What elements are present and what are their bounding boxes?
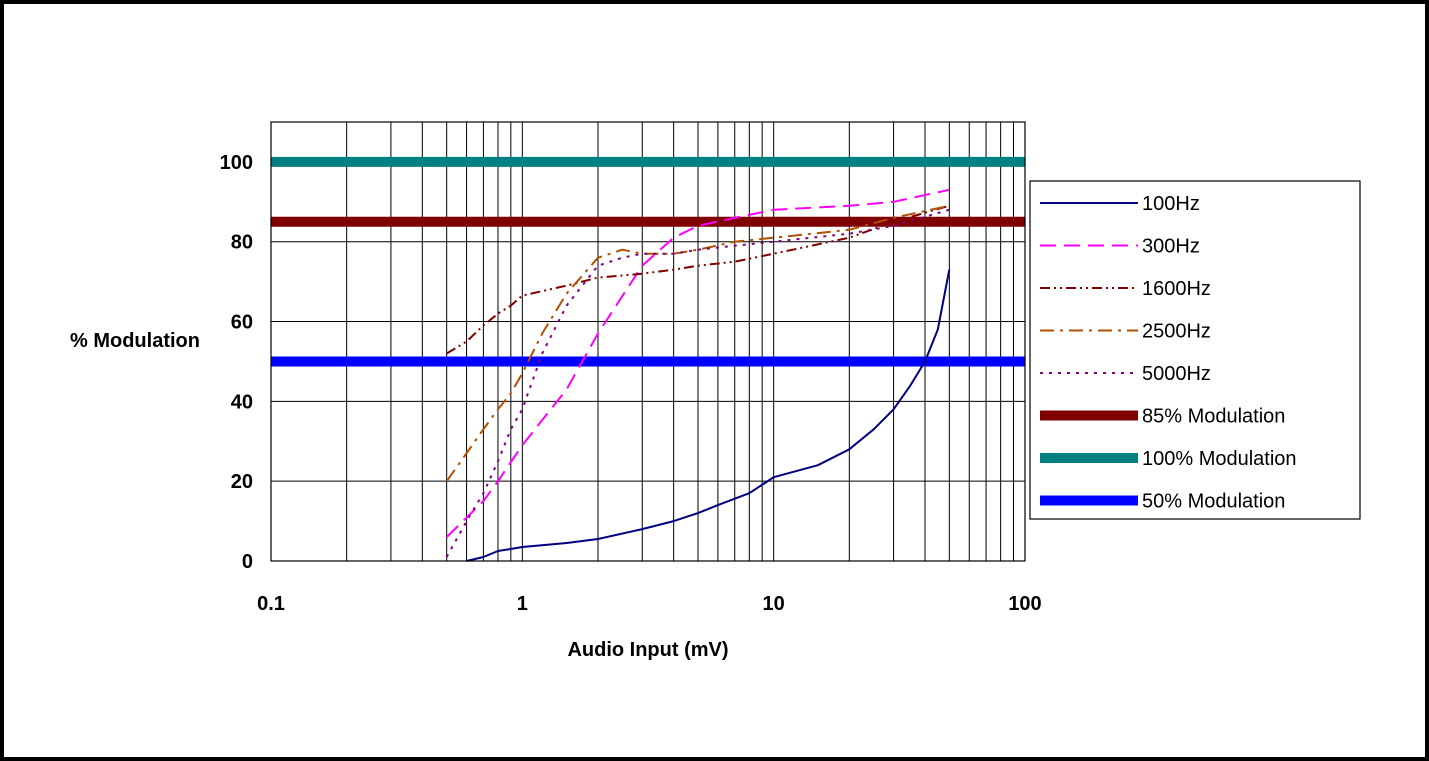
x-tick-label: 100 (1008, 593, 1041, 615)
x-axis-tick-labels: 0.1 1 10 100 (257, 593, 1042, 615)
data-series-lines (445, 188, 951, 562)
y-tick-label: 60 (231, 312, 253, 334)
x-tick-label: 1 (517, 593, 528, 615)
series-line-5000hz (445, 208, 950, 558)
series-line-1600hz (446, 204, 950, 355)
y-tick-label: 20 (231, 471, 253, 493)
x-tick-label: 0.1 (257, 593, 285, 615)
series-line-300hz (445, 188, 950, 538)
plot-grid (270, 122, 1025, 562)
legend-label: 85% Modulation (1142, 406, 1285, 428)
reference-lines (271, 156, 1025, 367)
legend-label: 100% Modulation (1142, 448, 1297, 470)
chart-legend: 100Hz 300Hz 1600Hz 2500Hz 5000Hz 85% Modulati… (1029, 180, 1361, 520)
series-line-100hz (466, 269, 951, 562)
legend-label: 1600Hz (1142, 278, 1211, 300)
y-axis-title: % Modulation (70, 330, 200, 352)
y-tick-label: 80 (231, 232, 253, 254)
y-tick-label: 40 (231, 391, 253, 413)
x-tick-label: 10 (763, 593, 785, 615)
y-axis-tick-labels: 0 20 40 60 80 100 (220, 152, 253, 573)
y-tick-label: 0 (242, 551, 253, 573)
legend-label: 100Hz (1142, 193, 1200, 215)
plot-area-border (270, 121, 1026, 562)
legend-label: 2500Hz (1142, 321, 1211, 343)
series-line-2500hz (445, 204, 950, 482)
legend-label: 300Hz (1142, 236, 1200, 258)
legend-label: 5000Hz (1142, 363, 1211, 385)
x-axis-title: Audio Input (mV) (567, 639, 728, 661)
y-tick-label: 100 (220, 152, 253, 174)
legend-label: 50% Modulation (1142, 491, 1285, 513)
